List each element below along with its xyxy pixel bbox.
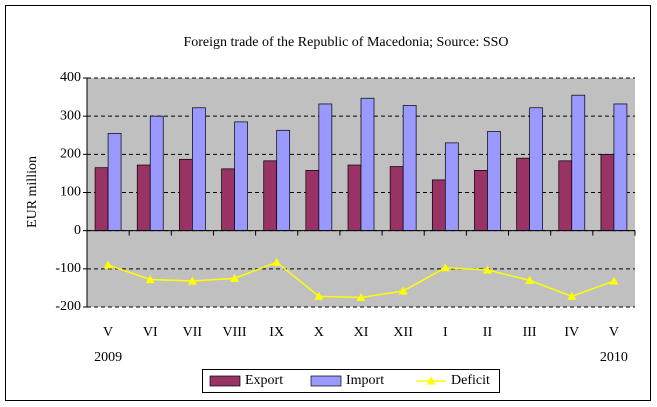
bar [234,121,248,232]
marker [398,286,408,295]
marker [567,291,577,300]
bar [558,160,573,232]
y-tick-label: 300 [60,108,81,123]
legend-swatch [209,375,241,387]
x-tick-label: XI [354,325,369,340]
marker [440,263,450,272]
x-tick-label: VI [143,325,158,340]
x-tick-label: V [609,325,619,340]
legend-swatch [310,375,342,387]
bar [571,94,586,232]
y-tick-label: -100 [55,261,81,276]
x-tick-label: I [443,325,448,340]
x-tick-label: III [523,325,537,340]
marker [482,265,492,274]
y-tick-label: 100 [60,185,81,200]
marker [145,275,155,284]
bar [516,157,530,232]
bar [192,107,206,232]
bar [474,170,488,232]
y-tick-label: 0 [74,223,81,238]
marker [356,292,366,302]
y-tick-label: 200 [60,147,81,162]
bar [149,115,164,232]
marker [314,291,324,300]
bar [529,107,543,232]
marker [272,257,282,266]
year-label: 2010 [600,350,628,365]
bar [263,160,278,232]
bar [94,167,109,232]
x-tick-label: V [103,325,113,340]
bar [221,168,235,232]
bar [318,103,333,232]
x-tick-label: IV [564,325,579,340]
year-label: 2009 [94,350,122,365]
bar [487,131,501,232]
chart-title: Foreign trade of the Republic of Macedon… [183,35,508,50]
bar [347,164,362,232]
bar [276,129,291,232]
bar [136,164,151,232]
x-tick-label: X [314,325,324,340]
y-tick-label: -200 [55,299,81,314]
bar [305,170,320,232]
legend-box [202,369,500,393]
x-tick-label: IX [269,325,284,340]
bar [444,142,459,232]
bar [613,103,628,232]
x-tick-label: XII [393,325,413,340]
x-tick-label: VIII [222,325,246,340]
legend-label: Export [245,373,283,388]
marker [230,273,240,282]
x-tick-label: II [483,325,493,340]
x-tick-label: VII [183,325,203,340]
y-axis-label: EUR million [25,156,40,228]
marker [103,260,113,269]
bar [600,153,615,232]
bar [389,166,404,232]
bar [431,179,446,232]
y-tick-label: 400 [60,70,81,85]
marker [525,275,535,284]
marker [609,276,619,285]
legend-label: Import [346,373,384,388]
bar [107,132,122,232]
marker [187,276,197,285]
bar [402,105,417,232]
bar [179,158,193,232]
legend-marker [426,376,436,385]
bar [360,97,375,232]
legend-label: Deficit [451,373,490,388]
